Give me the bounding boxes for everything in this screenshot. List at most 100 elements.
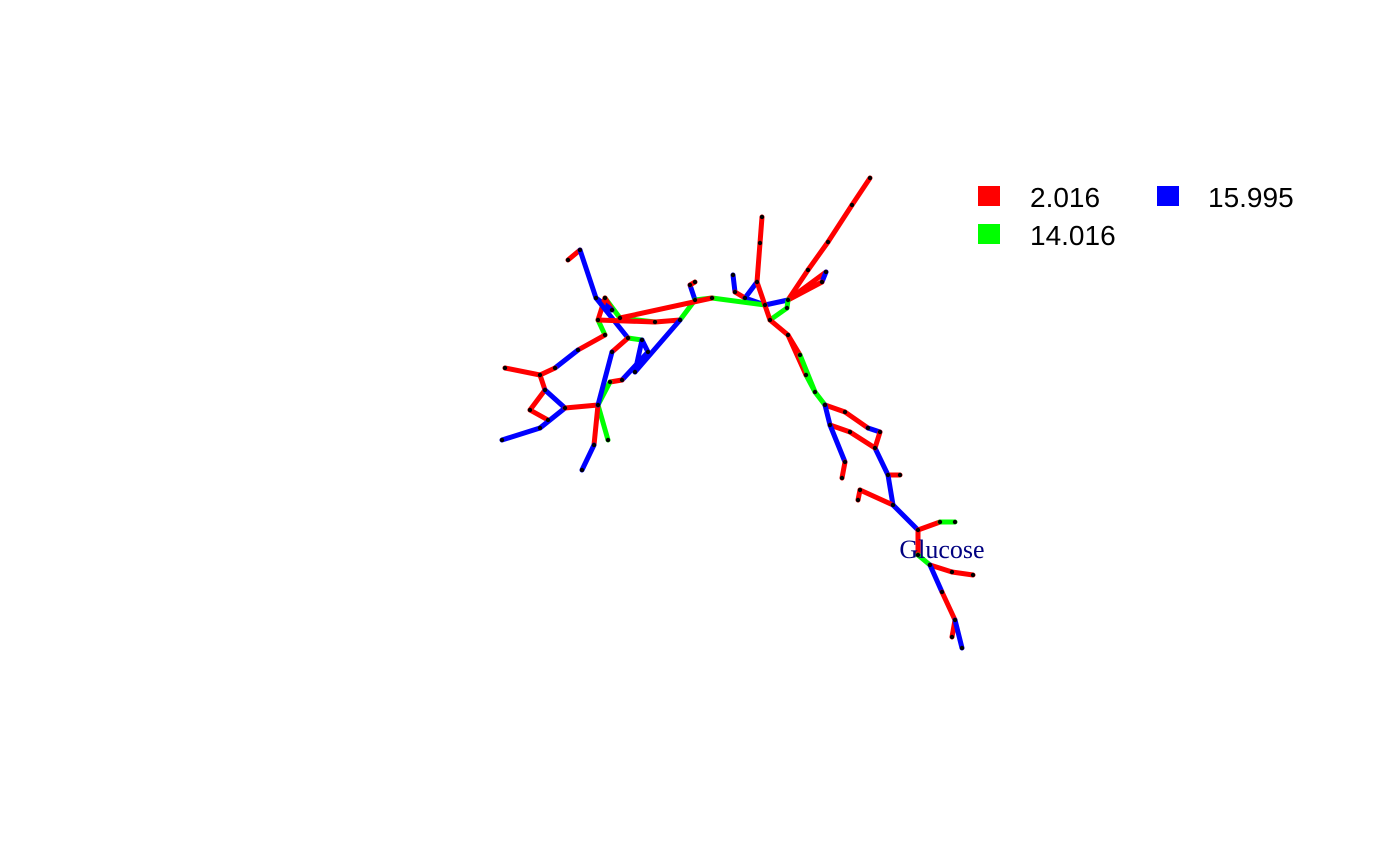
- network-node: [812, 389, 818, 395]
- network-edge: [822, 402, 848, 415]
- network-node: [605, 437, 611, 443]
- network-edge: [652, 317, 683, 325]
- network-edge: [754, 240, 763, 285]
- network-edge: [595, 295, 608, 323]
- network-edge: [537, 405, 568, 431]
- network-node: [632, 369, 638, 375]
- network-edge: [542, 387, 568, 411]
- network-edge: [812, 389, 828, 408]
- network-node: [872, 445, 878, 451]
- network-edge: [822, 402, 833, 428]
- legend-label-15995: 15.995: [1208, 182, 1294, 213]
- network-edge: [579, 442, 597, 473]
- network-edge: [527, 387, 548, 413]
- network-edge: [762, 297, 791, 308]
- legend-label-14016: 14.016: [1030, 220, 1116, 251]
- network-node: [602, 332, 608, 338]
- network-node: [617, 315, 623, 321]
- network-node: [823, 269, 829, 275]
- network-node: [542, 387, 548, 393]
- network-node: [785, 332, 791, 338]
- network-node: [939, 589, 945, 595]
- network-node: [595, 402, 601, 408]
- network-edge: [785, 279, 825, 303]
- network-node: [575, 347, 581, 353]
- network-edge: [575, 332, 608, 353]
- network-node: [645, 349, 651, 355]
- network-node: [562, 405, 568, 411]
- network-edge: [915, 552, 933, 568]
- network-node: [502, 365, 508, 371]
- network-edge: [839, 459, 848, 481]
- network-node: [757, 240, 763, 246]
- network-edge: [730, 272, 738, 295]
- network-node: [767, 317, 773, 323]
- network-edge: [502, 365, 543, 378]
- network-edge: [885, 472, 896, 508]
- network-node: [842, 409, 848, 415]
- network-edge: [591, 402, 601, 448]
- network-node: [785, 297, 791, 303]
- network-edge: [609, 335, 631, 355]
- network-node: [754, 279, 760, 285]
- network-node: [805, 267, 811, 273]
- network-node: [595, 317, 601, 323]
- network-node: [849, 202, 855, 208]
- legend: 2.016 14.016 15.995: [978, 182, 1294, 251]
- network-node: [677, 317, 683, 323]
- network-edge: [827, 422, 853, 435]
- network-edge: [552, 347, 581, 371]
- network-edge: [595, 349, 615, 408]
- network-node: [692, 279, 698, 285]
- network-node: [593, 295, 599, 301]
- network-edge: [849, 175, 873, 208]
- network-node: [537, 372, 543, 378]
- network-node: [819, 279, 825, 285]
- network-node: [639, 337, 645, 343]
- network-edge: [767, 317, 791, 338]
- network-node: [591, 442, 597, 448]
- network-node: [952, 519, 958, 525]
- network-edge: [857, 487, 896, 508]
- network-edge: [537, 365, 558, 378]
- network-node: [915, 552, 921, 558]
- network-node: [867, 175, 873, 181]
- network-nodes: [499, 175, 976, 651]
- network-node: [527, 407, 533, 413]
- network-node: [825, 239, 831, 245]
- network-node: [784, 305, 790, 311]
- network-node: [692, 297, 698, 303]
- network-edge: [805, 239, 831, 273]
- network-edge: [499, 425, 543, 443]
- network-edge: [890, 502, 921, 533]
- network-node: [949, 569, 955, 575]
- network-node: [915, 527, 921, 533]
- network-edge: [939, 589, 958, 623]
- network-node: [652, 319, 658, 325]
- network-node: [847, 429, 853, 435]
- network-node: [842, 459, 848, 465]
- network-edge: [827, 422, 848, 465]
- network-node: [579, 467, 585, 473]
- network-edge: [825, 202, 855, 245]
- network-node: [625, 335, 631, 341]
- network-node: [537, 425, 543, 431]
- network-node: [937, 519, 943, 525]
- network-node: [607, 379, 613, 385]
- network-edge: [687, 282, 698, 303]
- network-node: [742, 295, 748, 301]
- network-node: [827, 422, 833, 428]
- network-edge: [632, 317, 683, 375]
- network-node: [762, 302, 768, 308]
- network-edge: [742, 279, 760, 301]
- network-edge: [537, 372, 548, 393]
- network-node: [897, 472, 903, 478]
- network-node: [609, 307, 615, 313]
- network-edge: [927, 562, 955, 575]
- network-edge: [617, 295, 715, 321]
- network-edge: [927, 562, 945, 595]
- network-node: [619, 377, 625, 383]
- glucose-node-label: Glucose: [899, 535, 984, 564]
- network-node: [949, 634, 955, 640]
